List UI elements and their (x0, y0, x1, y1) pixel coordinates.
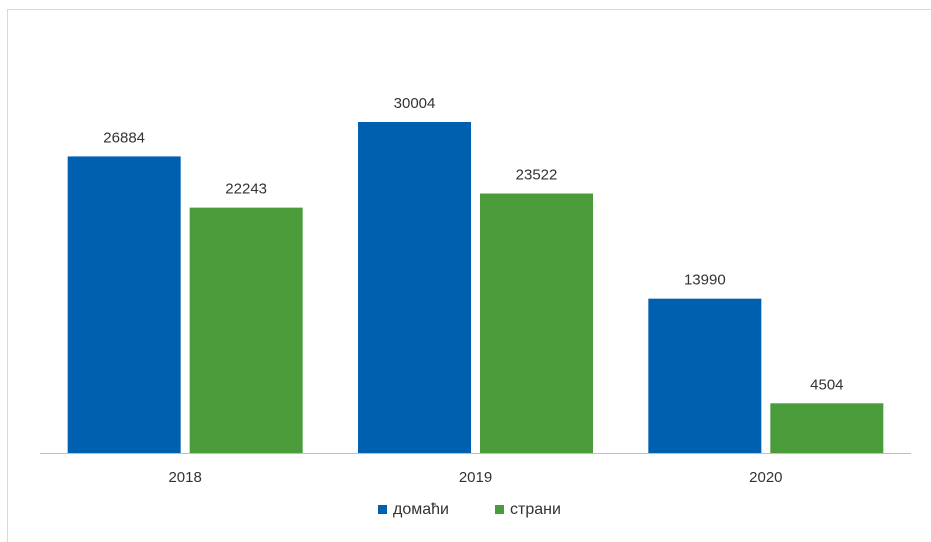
x-tick-label-2019: 2019 (459, 469, 492, 486)
bar-2020-series-2 (770, 403, 884, 453)
bar-2018-series-2 (189, 207, 303, 453)
data-label-2018-series-2: 22243 (225, 181, 267, 198)
data-label-2018-series-1: 26884 (103, 129, 145, 146)
data-labels-group: 26884 22243 30004 23522 13990 4504 (103, 95, 843, 393)
legend-label-series-1: домаћи (393, 501, 449, 518)
legend: домаћи страни (378, 501, 561, 518)
data-label-2020-series-2: 4504 (810, 376, 843, 393)
x-tick-labels-group: 2018 2019 2020 (168, 469, 782, 486)
data-label-2019-series-2: 23522 (516, 167, 558, 184)
data-label-2020-series-1: 13990 (684, 272, 726, 289)
bar-2019-series-2 (480, 193, 593, 453)
bars-group (67, 122, 884, 453)
bar-2020-series-1 (648, 298, 762, 453)
bar-2018-series-1 (67, 156, 181, 453)
x-tick-label-2020: 2020 (749, 469, 782, 486)
legend-swatch-series-2 (495, 505, 504, 514)
chart-frame (7, 9, 931, 542)
legend-swatch-series-1 (378, 505, 387, 514)
x-tick-label-2018: 2018 (168, 469, 201, 486)
legend-label-series-2: страни (510, 501, 561, 518)
bar-2019-series-1 (358, 122, 471, 453)
data-label-2019-series-1: 30004 (394, 95, 436, 112)
